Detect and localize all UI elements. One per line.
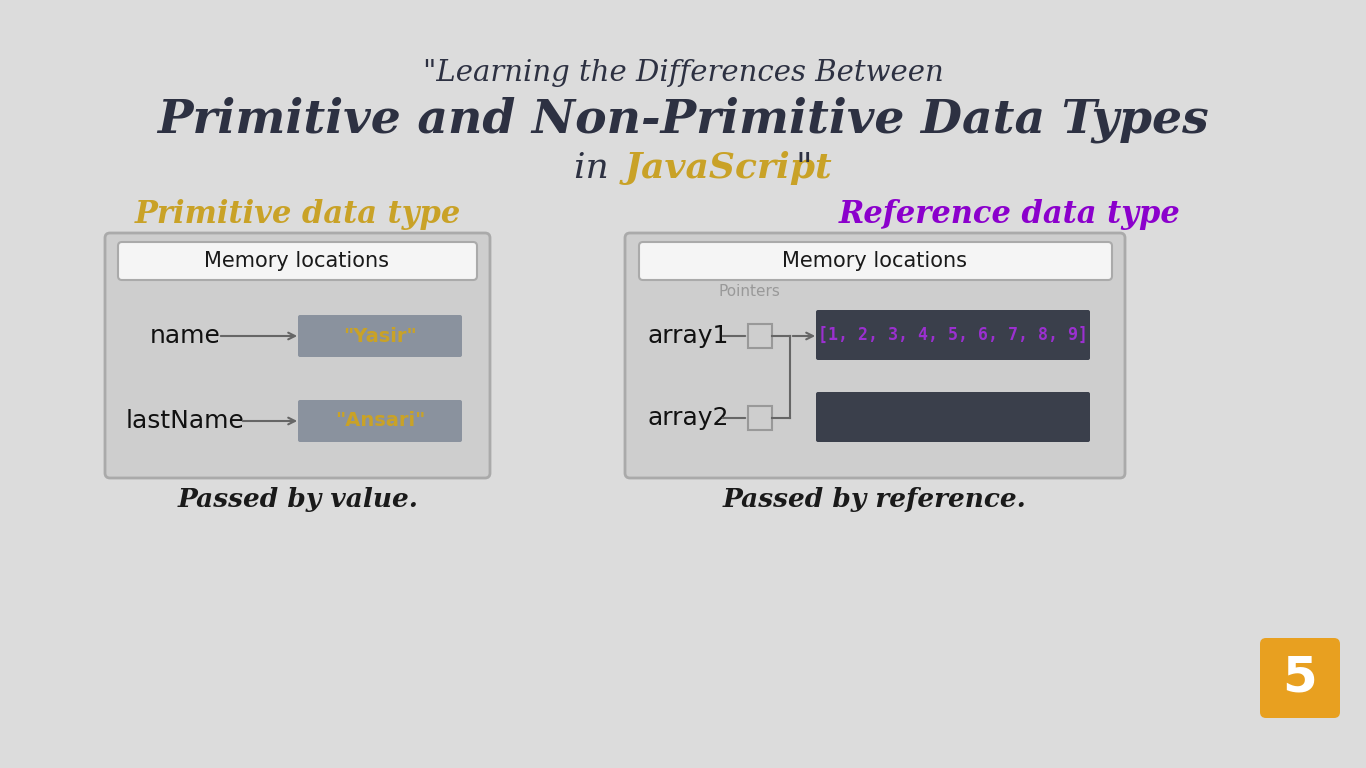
Text: Passed by reference.: Passed by reference. (723, 488, 1027, 512)
Text: array2: array2 (647, 406, 728, 430)
Text: "Ansari": "Ansari" (335, 412, 425, 431)
Text: JavaScript: JavaScript (626, 151, 833, 185)
Text: array1: array1 (647, 324, 728, 348)
FancyBboxPatch shape (816, 392, 1090, 442)
FancyBboxPatch shape (105, 233, 490, 478)
FancyBboxPatch shape (298, 400, 462, 442)
Text: Reference data type: Reference data type (839, 200, 1180, 230)
Text: Pointers: Pointers (719, 284, 780, 300)
FancyBboxPatch shape (749, 324, 772, 348)
FancyBboxPatch shape (626, 233, 1126, 478)
Text: "Yasir": "Yasir" (343, 326, 417, 346)
Text: Memory locations: Memory locations (205, 251, 389, 271)
Text: Memory locations: Memory locations (783, 251, 967, 271)
Text: Primitive and Non-Primitive Data Types: Primitive and Non-Primitive Data Types (157, 97, 1209, 144)
Text: 5: 5 (1283, 654, 1317, 702)
Text: ": " (795, 151, 811, 185)
FancyBboxPatch shape (639, 242, 1112, 280)
Text: in: in (574, 151, 620, 185)
Text: "Learning the Differences Between: "Learning the Differences Between (422, 59, 944, 87)
FancyBboxPatch shape (1259, 638, 1340, 718)
FancyBboxPatch shape (117, 242, 477, 280)
Text: [1, 2, 3, 4, 5, 6, 7, 8, 9]: [1, 2, 3, 4, 5, 6, 7, 8, 9] (818, 326, 1087, 344)
FancyBboxPatch shape (298, 315, 462, 357)
Text: name: name (149, 324, 220, 348)
Text: Passed by value.: Passed by value. (178, 488, 418, 512)
FancyBboxPatch shape (749, 406, 772, 430)
Text: Primitive data type: Primitive data type (135, 200, 462, 230)
FancyBboxPatch shape (816, 310, 1090, 360)
Text: lastName: lastName (126, 409, 245, 433)
